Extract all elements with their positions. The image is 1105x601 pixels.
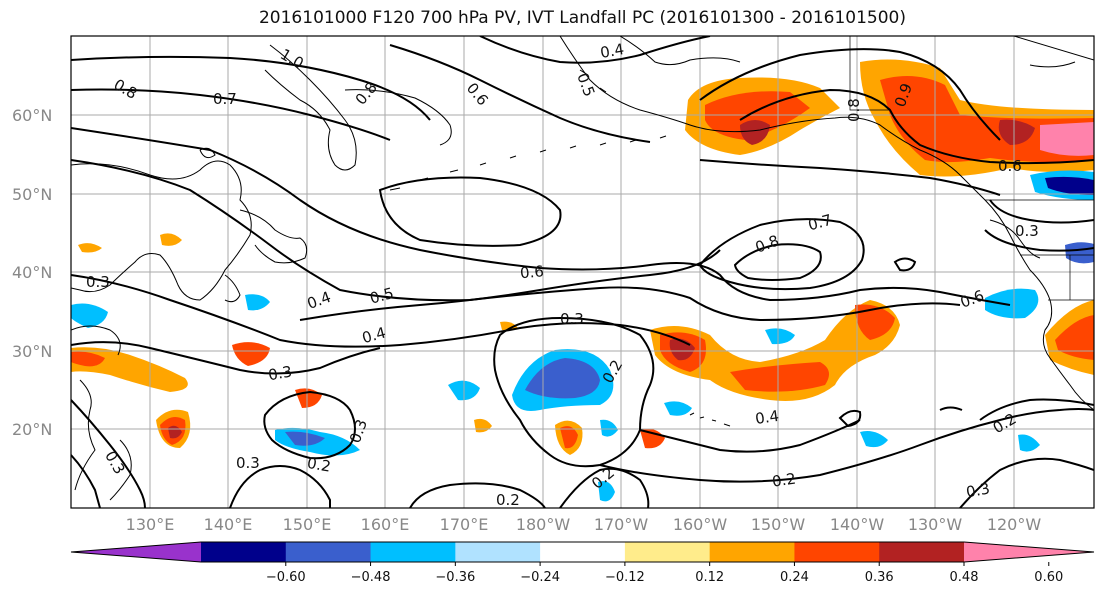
lat-label: 50°N [12, 185, 52, 204]
contour-label: 0.3 [1015, 222, 1039, 240]
colorbar-tick-label: 0.60 [1034, 570, 1063, 585]
colorbar-tick-label: −0.36 [435, 570, 475, 585]
colorbar-tick-label: −0.48 [351, 570, 391, 585]
contour-label: 0.2 [306, 454, 333, 476]
contour-label: 0.7 [806, 211, 834, 235]
contour-label: 0.3 [236, 454, 260, 472]
colorbar-outline [70, 541, 1095, 563]
lon-label: 170°W [594, 515, 649, 534]
contour-label: 0.4 [754, 407, 780, 428]
contour-label: 0.8 [845, 98, 863, 122]
colorbar-extend-high [964, 542, 1094, 562]
colorbar-segment [370, 542, 456, 562]
colorbar-extend-low [71, 542, 201, 562]
colorbar-segment [540, 542, 626, 562]
lon-label: 160°W [673, 515, 728, 534]
longitude-labels: 130°E 140°E 150°E 160°E 170°E 180°W 170°… [126, 515, 1042, 534]
lon-label: 170°E [440, 515, 489, 534]
contour-label: 0.3 [560, 310, 584, 328]
contour-label: 0.3 [86, 273, 110, 291]
lon-label: 180°W [516, 515, 571, 534]
gridlines [71, 36, 1094, 508]
contour-label: 0.6 [998, 157, 1022, 175]
contour-label: 0.3 [965, 479, 992, 501]
ivt-shading [71, 59, 1094, 502]
colorbar-segment [455, 542, 541, 562]
lon-label: 160°E [361, 515, 410, 534]
contour-label: 0.4 [599, 40, 626, 62]
lon-label: 140°W [830, 515, 885, 534]
colorbar-tick-label: 0.12 [695, 570, 724, 585]
colorbar-tick-label: −0.60 [266, 570, 306, 585]
coastlines [71, 36, 1094, 501]
map-title: 2016101000 F120 700 hPa PV, IVT Landfall… [258, 8, 906, 28]
contour-label: 0.7 [213, 90, 237, 108]
latitude-labels: 60°N 50°N 40°N 30°N 20°N [12, 106, 52, 439]
contour-label: 0.4 [360, 323, 388, 347]
contour-label: 0.5 [368, 284, 396, 308]
colorbar-segment [624, 542, 711, 562]
colorbar-segment [879, 542, 965, 562]
lat-label: 20°N [12, 420, 52, 439]
lat-label: 60°N [12, 106, 52, 125]
pv-contours [71, 36, 1094, 508]
colorbar-tick-label: −0.24 [520, 570, 560, 585]
lon-label: 150°W [751, 515, 806, 534]
contour-label: 0.6 [519, 262, 544, 282]
lon-label: 140°E [204, 515, 253, 534]
colorbar-segment [709, 542, 795, 562]
lon-label: 120°W [987, 515, 1042, 534]
colorbar-segment [794, 542, 880, 562]
colorbar-segment [201, 542, 287, 562]
colorbar-tick-label: 0.24 [780, 570, 809, 585]
lon-label: 150°E [283, 515, 332, 534]
lon-label: 130°W [908, 515, 963, 534]
borders [849, 36, 1094, 301]
map-frame [70, 35, 1095, 509]
colorbar-tick-label: −0.12 [605, 570, 645, 585]
colorbar-tick-label: 0.36 [865, 570, 894, 585]
contour-label: 0.2 [496, 491, 520, 509]
colorbar: −0.60 −0.48 −0.36 −0.24 −0.12 0.12 0.24 0.36 0.4… [70, 541, 1095, 585]
lon-label: 130°E [126, 515, 175, 534]
colorbar-segment [285, 542, 372, 562]
colorbar-tick-label: 0.48 [950, 570, 979, 585]
contour-label: 0.3 [267, 362, 294, 384]
lat-label: 30°N [12, 342, 52, 361]
contour-label: 0.2 [771, 470, 797, 491]
lat-label: 40°N [12, 263, 52, 282]
